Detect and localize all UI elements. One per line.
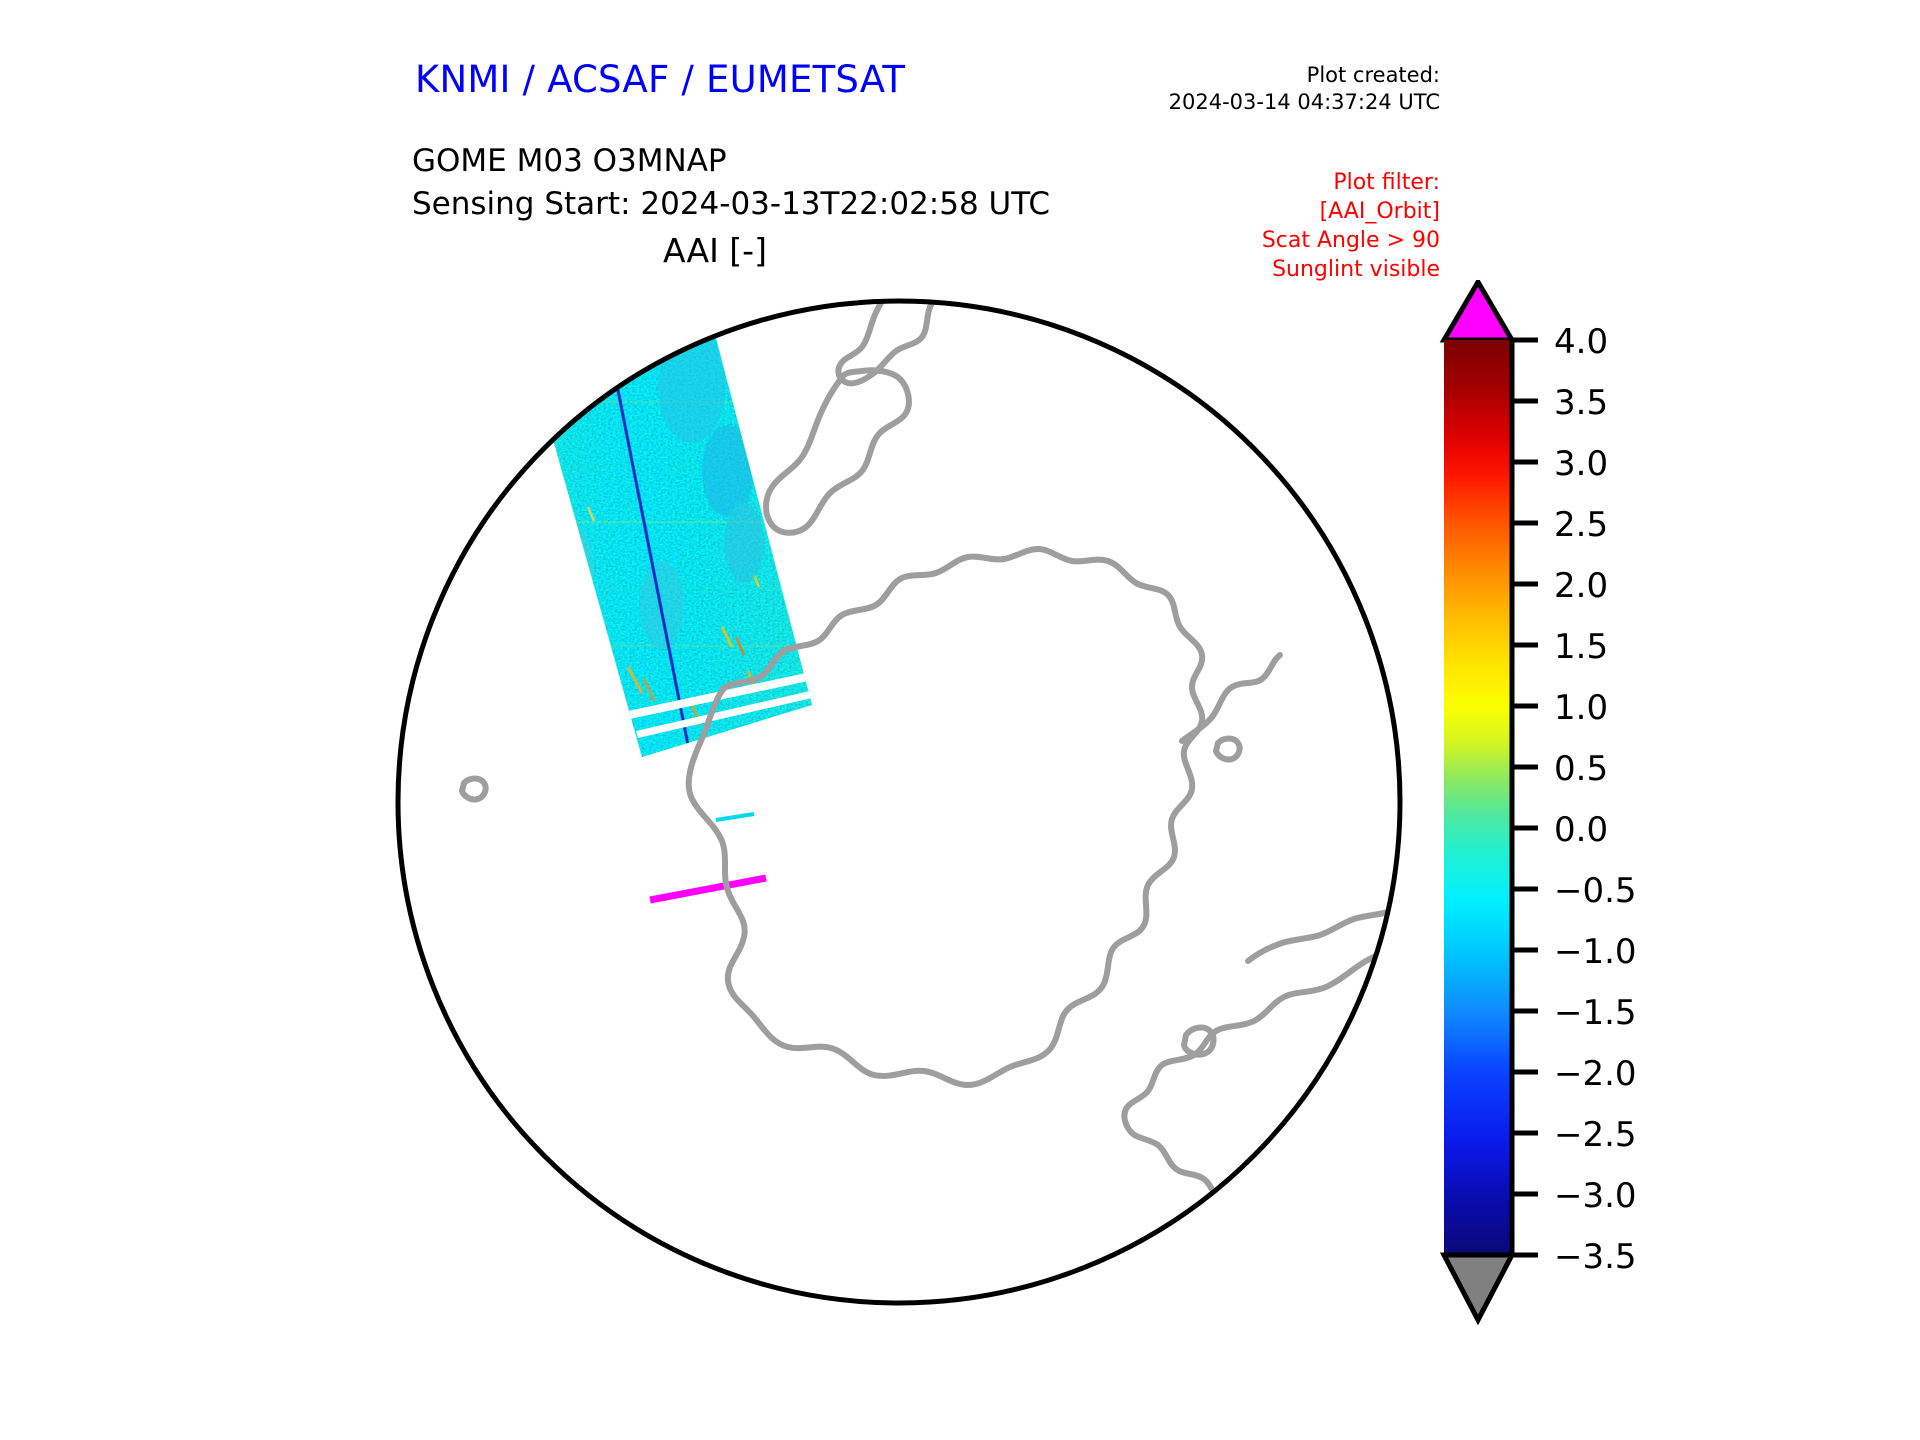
colorbar-tick-label: −1.5 — [1554, 993, 1637, 1033]
plot-created-timestamp: 2024-03-14 04:37:24 UTC — [1168, 90, 1440, 114]
magenta-saturated-streak — [649, 874, 767, 904]
map-plot-area — [392, 275, 1412, 1330]
coastline-new-zealand-north — [835, 301, 949, 387]
dataset-sensing-start-line: Sensing Start: 2024-03-13T22:02:58 UTC — [412, 186, 1050, 222]
colorbar-tick-label: −2.5 — [1554, 1115, 1637, 1155]
colorbar: 4.0 3.5 3.0 2.5 2.0 1.5 — [1430, 280, 1730, 1350]
plot-filter-block: Plot filter: [AAI_Orbit] Scat Angle > 90… — [1262, 168, 1440, 284]
plot-filter-sunglint: Sunglint visible — [1272, 257, 1440, 282]
coastline-new-zealand-south — [763, 367, 912, 536]
colorbar-tick: 4.0 — [1512, 322, 1608, 362]
colorbar-tick-label: 0.0 — [1554, 810, 1608, 850]
colorbar-tick-label: 2.5 — [1554, 505, 1608, 545]
colorbar-tick: 2.5 — [1512, 505, 1608, 545]
colorbar-tick: −2.5 — [1512, 1115, 1637, 1155]
map-contents — [398, 301, 1400, 1218]
colorbar-tick: 3.5 — [1512, 383, 1608, 423]
colorbar-tick-label: 3.5 — [1554, 383, 1608, 423]
colorbar-under-arrow — [1439, 1252, 1517, 1326]
coastline-island-south-america — [1181, 1024, 1217, 1058]
colorbar-tick: 0.0 — [1512, 810, 1608, 850]
colorbar-tick-label: −1.0 — [1554, 932, 1637, 972]
colorbar-tick-label: 1.5 — [1554, 627, 1608, 667]
dataset-product-line: GOME M03 O3MNAP — [412, 143, 727, 179]
colorbar-gradient-bar — [1444, 340, 1512, 1255]
colorbar-tick: −1.5 — [1512, 993, 1637, 1033]
cyan-fragment-marker — [715, 812, 755, 822]
colorbar-tick-label: 0.5 — [1554, 749, 1608, 789]
colorbar-tick: 0.5 — [1512, 749, 1608, 789]
satellite-swath — [512, 301, 812, 757]
plot-filter-scat-angle: Scat Angle > 90 — [1261, 228, 1440, 253]
coastline-south-america — [1121, 940, 1400, 1218]
coastline-island-in-swath — [518, 348, 578, 400]
coastline-antarctic-peninsula — [1179, 652, 1283, 744]
colorbar-tick: −3.5 — [1512, 1237, 1637, 1277]
colorbar-tick: −1.0 — [1512, 932, 1637, 972]
colorbar-tick-label: 4.0 — [1554, 322, 1608, 362]
plot-filter-name: [AAI_Orbit] — [1319, 199, 1440, 224]
colorbar-tick-label: 2.0 — [1554, 566, 1608, 606]
colorbar-tick: 1.5 — [1512, 627, 1608, 667]
globe-boundary-circle — [395, 298, 1403, 1306]
coastline-topleft-land — [398, 342, 505, 406]
colorbar-tick: −0.5 — [1512, 871, 1637, 911]
coastline-island-west — [459, 775, 489, 803]
colorbar-tick-label: −3.0 — [1554, 1176, 1637, 1216]
plot-created-block: Plot created: 2024-03-14 04:37:24 UTC — [1169, 62, 1440, 116]
dataset-info-block: GOME M03 O3MNAP Sensing Start: 2024-03-1… — [412, 140, 1050, 226]
colorbar-ticks: 4.0 3.5 3.0 2.5 2.0 1.5 — [1512, 322, 1637, 1277]
plot-filter-label: Plot filter: — [1333, 170, 1440, 195]
colorbar-tick: 3.0 — [1512, 444, 1608, 484]
colorbar-tick-label: −0.5 — [1554, 871, 1637, 911]
coastlines — [398, 301, 1400, 1218]
colorbar-tick: 1.0 — [1512, 688, 1608, 728]
colorbar-tick: −3.0 — [1512, 1176, 1637, 1216]
swath-warm-filaments — [586, 506, 761, 726]
colorbar-tick-label: −2.0 — [1554, 1054, 1637, 1094]
colorbar-svg: 4.0 3.5 3.0 2.5 2.0 1.5 — [1439, 280, 1637, 1326]
colorbar-over-arrow — [1439, 280, 1517, 343]
page-title: AAI [-] — [663, 231, 767, 270]
plot-created-label: Plot created: — [1306, 63, 1440, 87]
colorbar-tick-label: 3.0 — [1554, 444, 1608, 484]
polar-stereographic-map — [395, 298, 1403, 1306]
colorbar-tick: −2.0 — [1512, 1054, 1637, 1094]
colorbar-tick: 2.0 — [1512, 566, 1608, 606]
colorbar-tick-label: −3.5 — [1554, 1237, 1637, 1277]
coastline-island-peninsula — [1213, 735, 1243, 763]
header-agencies-title: KNMI / ACSAF / EUMETSAT — [415, 58, 906, 101]
colorbar-tick-label: 1.0 — [1554, 688, 1608, 728]
coastline-antarctica — [685, 546, 1206, 1088]
